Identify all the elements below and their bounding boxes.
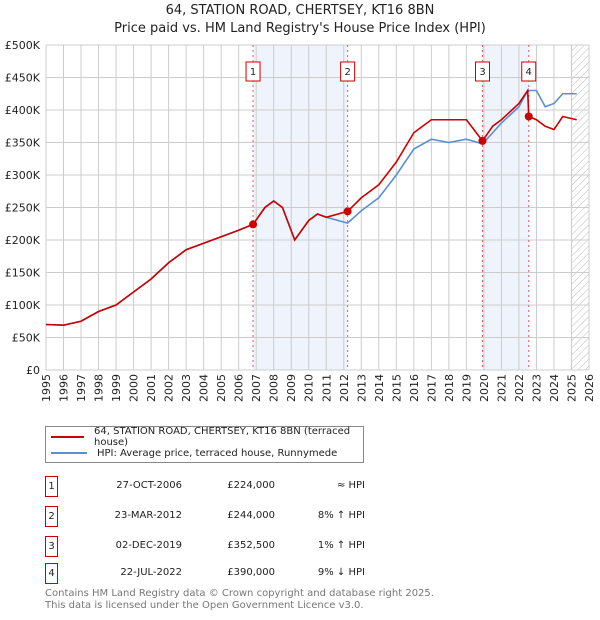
x-tick-label: 2024 xyxy=(548,374,561,402)
sale-label-box xyxy=(245,61,261,82)
sale-point xyxy=(343,207,352,216)
x-tick-label: 2011 xyxy=(320,374,333,402)
table-row: 3 02-DEC-2019 £352,500 1% ↑ HPI xyxy=(45,536,445,558)
sale-number: 1 xyxy=(45,476,58,497)
x-tick-label: 2009 xyxy=(285,374,298,402)
x-tick-label: 1996 xyxy=(58,374,71,402)
x-tick-label: 2019 xyxy=(460,374,473,402)
legend: 64, STATION ROAD, CHERTSEY, KT16 8BN (te… xyxy=(45,426,364,463)
x-tick-label: 2006 xyxy=(233,374,246,402)
y-tick-label: £400K xyxy=(5,104,41,117)
y-tick-label: £300K xyxy=(5,169,41,182)
x-tick-label: 2023 xyxy=(530,374,543,402)
table-row: 1 27-OCT-2006 £224,000 ≈ HPI xyxy=(45,476,445,498)
sale-date: 02-DEC-2019 xyxy=(115,540,182,551)
x-tick-label: 2005 xyxy=(215,374,228,402)
sale-point xyxy=(249,220,258,229)
x-tick-label: 2012 xyxy=(338,374,351,402)
sale-price: £352,500 xyxy=(227,540,275,551)
x-tick-label: 2017 xyxy=(425,374,438,402)
y-tick-label: £0 xyxy=(26,364,40,377)
hpi-relation: 8% ↑ HPI xyxy=(317,510,365,521)
table-row: 2 23-MAR-2012 £244,000 8% ↑ HPI xyxy=(45,506,445,528)
hpi-relation: 9% ↓ HPI xyxy=(317,567,365,578)
sale-label: 3 xyxy=(479,67,485,78)
x-tick-label: 2007 xyxy=(250,374,263,402)
legend-swatch-red xyxy=(51,436,85,438)
x-tick-label: 1998 xyxy=(93,374,106,402)
x-tick-label: 2003 xyxy=(180,374,193,402)
y-tick-label: £150K xyxy=(5,267,41,280)
x-tick-label: 2021 xyxy=(495,374,508,402)
legend-item-property: 64, STATION ROAD, CHERTSEY, KT16 8BN (te… xyxy=(51,426,363,448)
x-tick-label: 2000 xyxy=(128,374,141,402)
x-tick-label: 1997 xyxy=(75,374,88,402)
footer-line: Contains HM Land Registry data © Crown c… xyxy=(45,588,434,599)
price-chart: 1995 1996 1997 1998 1999 2000 2001 2002 2003 2004… xyxy=(5,39,596,402)
sale-point xyxy=(524,112,533,121)
x-tick-label: 2010 xyxy=(303,374,316,402)
x-tick-label: 2022 xyxy=(513,374,526,402)
table-row: 4 22-JUL-2022 £390,000 9% ↓ HPI xyxy=(45,563,445,585)
x-tick-label: 2025 xyxy=(565,374,578,402)
y-tick-label: £50K xyxy=(12,332,41,345)
legend-swatch-blue xyxy=(51,452,87,454)
x-tick-label: 2004 xyxy=(198,374,211,402)
sale-label: 1 xyxy=(250,67,256,78)
sale-label: 4 xyxy=(526,67,532,78)
footer: Contains HM Land Registry data © Crown c… xyxy=(45,588,434,612)
hpi-relation: ≈ HPI xyxy=(336,480,365,491)
y-tick-label: £200K xyxy=(5,234,41,247)
sale-number: 2 xyxy=(45,506,58,527)
y-tick-label: £100K xyxy=(5,299,41,312)
sale-point xyxy=(478,136,487,145)
legend-label: 64, STATION ROAD, CHERTSEY, KT16 8BN (te… xyxy=(94,426,351,448)
y-tick-label: £250K xyxy=(5,202,41,215)
chart-subtitle: Price paid vs. HM Land Registry's House … xyxy=(114,21,486,36)
x-tick-label: 2018 xyxy=(443,374,456,402)
footer-line: This data is licensed under the Open Gov… xyxy=(45,600,364,611)
x-tick-label: 1999 xyxy=(110,374,123,402)
sale-label-box xyxy=(475,61,491,82)
x-tick-label: 2002 xyxy=(163,374,176,402)
price-paid-line xyxy=(45,88,577,326)
legend-item-hpi: HPI: Average price, terraced house, Runn… xyxy=(51,446,337,460)
sale-label-box xyxy=(340,61,356,82)
y-tick-label: £450K xyxy=(5,72,41,85)
sale-label-box xyxy=(521,61,537,82)
chart-title: 64, STATION ROAD, CHERTSEY, KT16 8BN xyxy=(165,3,435,18)
y-tick-label: £350K xyxy=(5,137,41,150)
x-tick-label: 2013 xyxy=(355,374,368,402)
sale-price: £390,000 xyxy=(227,567,275,578)
sale-date: 23-MAR-2012 xyxy=(114,510,182,521)
x-tick-label: 2001 xyxy=(145,374,158,402)
x-tick-label: 1995 xyxy=(40,374,53,402)
x-tick-label: 2026 xyxy=(583,374,596,402)
legend-label: HPI: Average price, terraced house, Runn… xyxy=(97,447,338,459)
sale-date: 27-OCT-2006 xyxy=(116,480,182,491)
x-tick-label: 2020 xyxy=(478,374,491,402)
x-tick-label: 2014 xyxy=(373,374,386,402)
sale-date: 22-JUL-2022 xyxy=(120,567,182,578)
sale-label: 2 xyxy=(344,67,350,78)
x-tick-label: 2015 xyxy=(390,374,403,402)
x-tick-label: 2008 xyxy=(268,374,281,402)
sale-number: 4 xyxy=(45,563,58,584)
x-tick-label: 2016 xyxy=(408,374,421,402)
sale-price: £224,000 xyxy=(227,480,275,491)
y-tick-label: £500K xyxy=(5,39,41,52)
hpi-relation: 1% ↑ HPI xyxy=(317,540,365,551)
sale-price: £244,000 xyxy=(227,510,275,521)
sale-number: 3 xyxy=(45,536,58,557)
